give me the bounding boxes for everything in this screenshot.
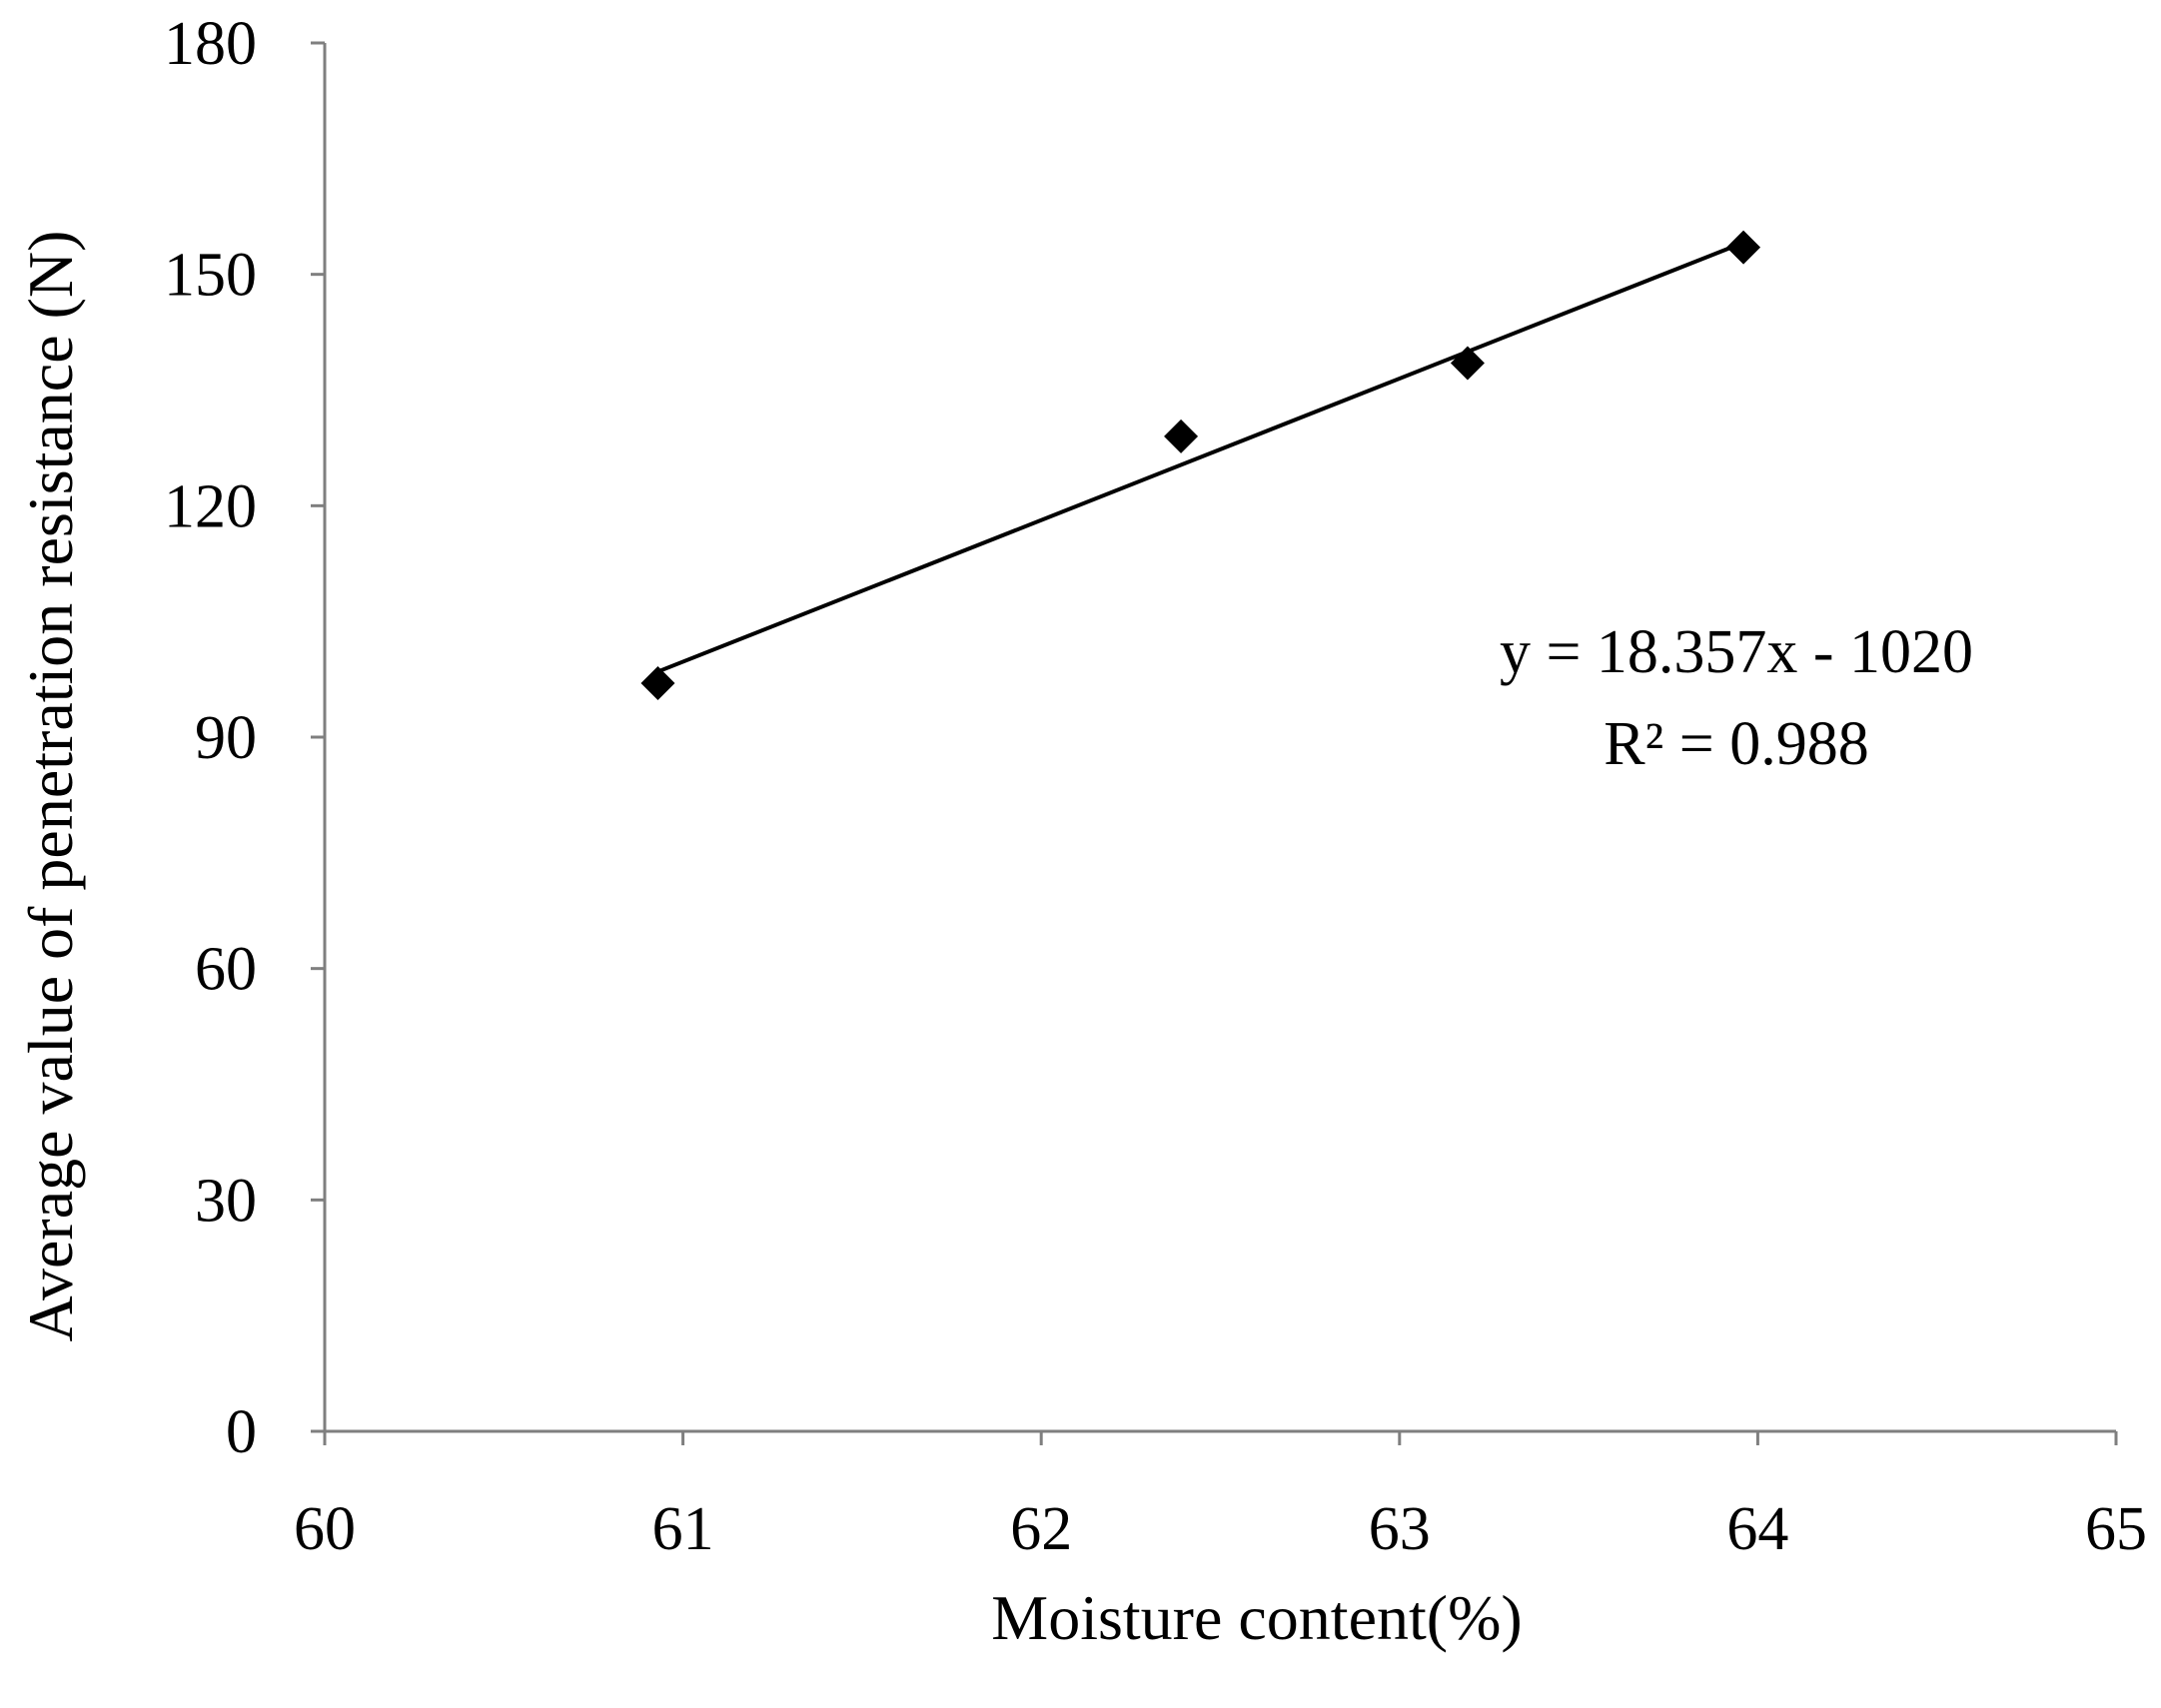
x-axis: 60 61 62 63 64 65: [294, 1429, 2147, 1563]
y-tick-label: 150: [164, 242, 257, 310]
x-tick-label: 63: [1369, 1495, 1431, 1563]
data-point-marker: [640, 665, 675, 700]
data-point-marker: [1726, 230, 1761, 265]
y-tick-label: 90: [195, 704, 257, 772]
x-tick-label: 61: [652, 1495, 714, 1563]
equation-annotation: y = 18.357x - 1020 R² = 0.988: [1500, 618, 1973, 778]
y-tick-label: 120: [164, 472, 257, 540]
y-axis: 0 30 60 90 120 150 180: [164, 10, 327, 1466]
y-tick-label: 60: [195, 936, 257, 1004]
trend-line: [656, 241, 1744, 674]
y-tick-label: 180: [164, 10, 257, 78]
equation-label: y = 18.357x - 1020: [1500, 618, 1973, 686]
x-tick-label: 64: [1726, 1495, 1788, 1563]
x-tick-label: 60: [294, 1495, 356, 1563]
x-tick-label: 65: [2085, 1495, 2147, 1563]
x-tick-label: 62: [1010, 1495, 1072, 1563]
x-axis-title: Moisture content(%): [991, 1582, 1522, 1653]
y-axis-title: Average value of penetration resistance …: [15, 231, 86, 1342]
y-axis-ticks: 0 30 60 90 120 150 180: [164, 10, 325, 1466]
y-tick-label: 30: [195, 1167, 257, 1235]
data-point-marker: [1450, 346, 1485, 381]
r-squared-label: R² = 0.988: [1604, 710, 1868, 778]
data-point-marker: [1164, 419, 1199, 453]
y-tick-label: 0: [226, 1398, 257, 1466]
x-axis-ticks: 60 61 62 63 64 65: [294, 1431, 2147, 1563]
data-points: [640, 230, 1761, 700]
